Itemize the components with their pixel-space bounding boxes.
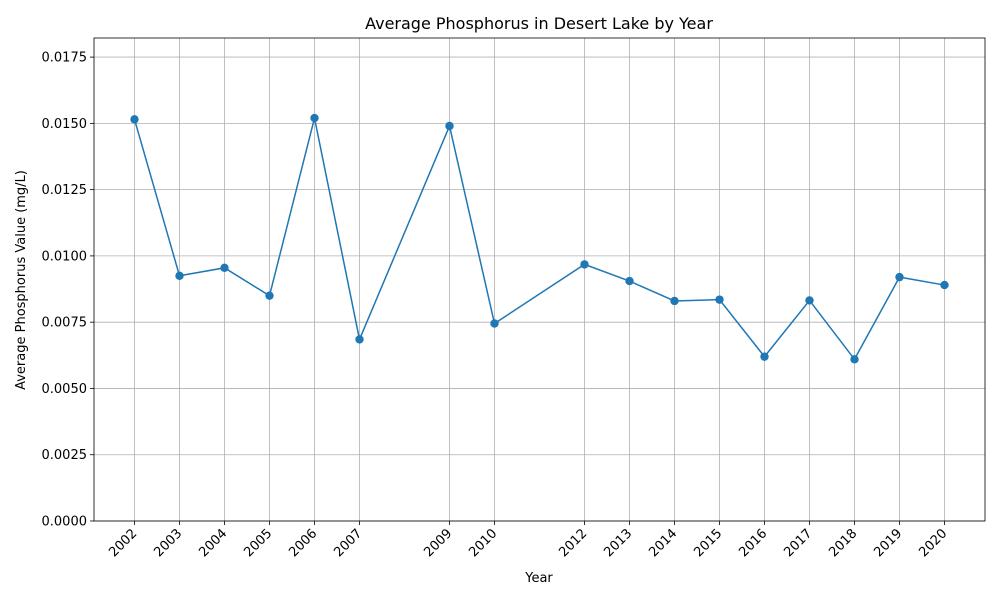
y-tick-label: 0.0050 (42, 382, 88, 397)
x-tick-label: 2013 (601, 526, 635, 560)
data-point (220, 263, 229, 273)
axes-layer: 2002 2003 2004 2005 2006 2007 2009 2010 2012 2013… (42, 37, 986, 560)
x-tick-label: 2003 (151, 526, 185, 560)
y-tick-label: 0.0125 (42, 183, 88, 198)
data-point (310, 113, 319, 123)
x-tick-label: 2020 (916, 526, 950, 560)
data-point (895, 272, 904, 282)
data-point (940, 280, 949, 290)
x-tick-label: 2017 (781, 526, 815, 560)
x-tick-label: 2006 (286, 526, 320, 560)
plot-frame (93, 37, 986, 522)
data-point (175, 271, 184, 280)
y-axis-label: Average Phosphorus Value (mg/L) (14, 170, 29, 390)
y-tick-label: 0.0000 (42, 515, 88, 530)
x-tick-label: 2007 (331, 526, 365, 560)
data-point (805, 296, 814, 305)
x-tick-label: 2019 (871, 526, 905, 560)
data-point (715, 295, 724, 304)
grid-layer (94, 38, 985, 522)
y-tick-label: 0.0150 (42, 117, 88, 132)
series-layer (130, 113, 949, 364)
x-tick-label: 2012 (556, 526, 590, 560)
data-point (490, 319, 499, 328)
x-tick-label: 2005 (241, 526, 275, 560)
x-tick-label: 2015 (691, 526, 725, 560)
y-tick-label: 0.0075 (42, 316, 88, 331)
data-point (580, 260, 589, 269)
data-point (850, 355, 859, 364)
data-point (355, 335, 364, 344)
data-point (445, 121, 454, 131)
x-tick-label: 2018 (826, 526, 860, 560)
x-tick-label: 2002 (106, 526, 140, 560)
y-tick-label: 0.0100 (42, 249, 88, 264)
x-tick-label: 2016 (736, 526, 770, 560)
y-tick-label: 0.0025 (42, 448, 88, 463)
data-point (760, 352, 769, 361)
series-line (133, 117, 945, 361)
y-tick-label: 0.0175 (42, 51, 88, 66)
data-point (130, 115, 139, 124)
chart-title: Average Phosphorus in Desert Lake by Yea… (365, 14, 713, 33)
x-tick-label: 2009 (421, 526, 455, 560)
x-axis-label: Year (524, 571, 553, 586)
x-tick-label: 2014 (646, 526, 680, 560)
x-tick-label: 2004 (196, 526, 230, 560)
x-tick-label: 2010 (466, 526, 500, 560)
data-point (670, 296, 679, 306)
data-point (265, 291, 274, 300)
data-point (625, 276, 634, 286)
